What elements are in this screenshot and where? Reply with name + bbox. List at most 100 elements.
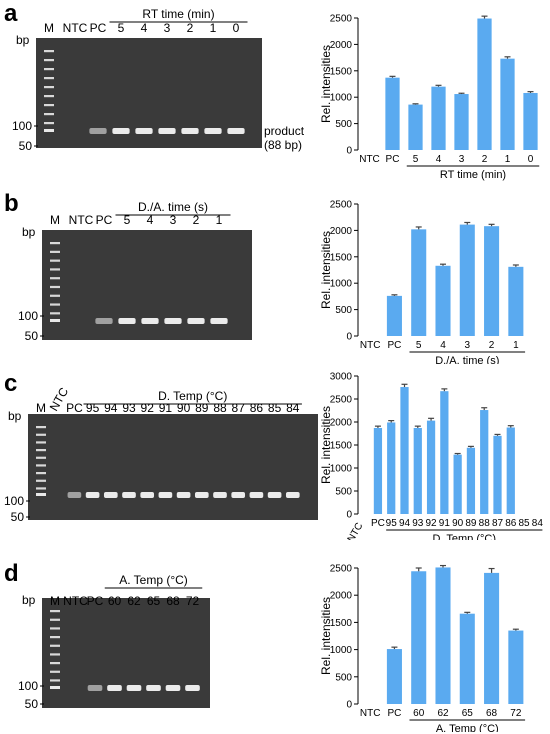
- bar-65: [459, 613, 475, 704]
- ladder-band: [44, 104, 54, 107]
- gel-lane-label: PC: [96, 213, 113, 227]
- gel-lane-label: NTC: [69, 213, 94, 227]
- y-tick-label: 0: [346, 700, 352, 711]
- bar-1: [508, 266, 524, 336]
- x-axis-label: RT time (min): [440, 169, 506, 181]
- gel-lane-label: 5: [118, 21, 125, 35]
- x-tick-label: 2: [489, 340, 495, 351]
- y-tick-label: 2500: [330, 14, 353, 25]
- y-tick-label: 2500: [330, 564, 353, 575]
- gel-bp-label: bp: [22, 593, 36, 607]
- gel-lane-label: 93: [122, 401, 136, 415]
- bar-2: [477, 18, 492, 150]
- gel-product-band: [267, 492, 282, 498]
- x-tick-label: 86: [505, 518, 517, 529]
- x-axis-label: D. Temp (°C): [433, 533, 496, 540]
- x-tick-label: 92: [426, 518, 438, 529]
- gel-lane-label: 94: [104, 401, 118, 415]
- y-tick-label: 1500: [330, 618, 353, 629]
- gel-product-band: [107, 685, 122, 691]
- gel-lane-label: M: [50, 213, 60, 227]
- gel-size-marker: 100: [4, 494, 24, 508]
- gel-lane-label: 5: [124, 213, 131, 227]
- x-tick-label: 3: [465, 340, 471, 351]
- gel-lane-label: 1: [210, 21, 217, 35]
- ladder-band: [50, 312, 60, 315]
- gel-product-band: [204, 128, 222, 134]
- bar-2: [484, 226, 500, 336]
- gel-product-band: [185, 685, 200, 691]
- ladder-band: [36, 433, 46, 436]
- x-tick-label: 4: [436, 154, 442, 165]
- x-tick-label: 2: [482, 154, 488, 165]
- gel-lane-label: 0: [233, 21, 240, 35]
- ladder-band: [44, 77, 54, 80]
- gel-product-band: [85, 492, 100, 498]
- y-tick-label: 2000: [330, 226, 353, 237]
- bar-68: [484, 572, 500, 704]
- bar-3: [454, 94, 469, 150]
- ladder-band: [50, 250, 60, 253]
- gel-product-band: [87, 685, 103, 691]
- gel-product-band: [158, 128, 176, 134]
- x-tick-label: 88: [479, 518, 491, 529]
- gel-product-band: [146, 685, 161, 691]
- gel-lane-label: 84: [286, 401, 300, 415]
- panel-letter-b: b: [4, 190, 19, 217]
- x-tick-label: PC: [386, 154, 400, 165]
- ladder-band: [44, 68, 54, 71]
- gel-lane-label: 65: [147, 594, 161, 608]
- gel-size-marker: 100: [12, 119, 32, 133]
- gel-product-band: [249, 492, 264, 498]
- bar-PC: [373, 427, 383, 514]
- gel-product-band: [194, 492, 209, 498]
- gel-lane-label: 90: [177, 401, 191, 415]
- y-tick-label: 2000: [330, 40, 353, 51]
- gel-size-marker: 50: [11, 510, 25, 524]
- gel-product-band: [122, 492, 136, 498]
- ladder-band: [50, 627, 60, 630]
- bar-4: [431, 86, 446, 150]
- bar-chart-a: 0 500 1000 1500 2000 2500 Rel. intensities NTC P…: [319, 14, 540, 181]
- y-tick-label: 1000: [330, 93, 353, 104]
- gel-bp-label: bp: [16, 33, 30, 47]
- bar-87: [493, 435, 502, 514]
- panel-letter-c: c: [4, 370, 18, 397]
- y-tick-label: 2500: [330, 395, 353, 406]
- ladder-band: [50, 285, 60, 289]
- panel-letter-d: d: [4, 560, 19, 587]
- bar-chart-c: 0 500 1000 1500 2000 2500 3000 Rel. intensities…: [319, 372, 543, 541]
- gel-lane-label: PC: [90, 21, 107, 35]
- gel-product-label: (88 bp): [264, 138, 302, 152]
- gel-product-band: [164, 318, 182, 324]
- gel-lane-label: NTC: [63, 21, 88, 35]
- x-tick-label: 1: [513, 340, 519, 351]
- y-tick-label: 1500: [330, 66, 353, 77]
- ladder-band: [50, 268, 60, 271]
- y-axis-label: Rel. intensities: [319, 406, 333, 484]
- x-tick-label: 4: [440, 340, 446, 351]
- x-tick-label: NTC: [346, 521, 366, 540]
- ladder-band: [50, 242, 60, 245]
- x-axis-label: D./A. time (s): [435, 355, 499, 364]
- gel-product-band: [141, 318, 159, 324]
- ladder-band: [44, 50, 54, 53]
- gel-lane-label: 1: [216, 213, 223, 227]
- bar-92: [426, 420, 436, 514]
- bar-72: [508, 630, 524, 704]
- gel-product-band: [126, 685, 142, 691]
- gel-group-label: A. Temp (°C): [119, 573, 188, 587]
- ladder-band: [50, 670, 60, 673]
- bar-chart-b: 0 500 1000 1500 2000 2500 Rel. intensities NTC P…: [319, 200, 526, 364]
- bar-91: [440, 391, 449, 514]
- gel-lane-label: PC: [87, 594, 104, 608]
- ladder-band: [50, 686, 60, 689]
- y-axis-label: Rel. intensities: [319, 231, 333, 309]
- x-tick-label: 89: [465, 518, 477, 529]
- y-tick-label: 0: [346, 510, 352, 521]
- x-axis-label: A. Temp (°C): [436, 723, 499, 732]
- ladder-band: [36, 449, 46, 452]
- gel-product-band: [103, 492, 118, 498]
- y-tick-label: 500: [335, 305, 352, 316]
